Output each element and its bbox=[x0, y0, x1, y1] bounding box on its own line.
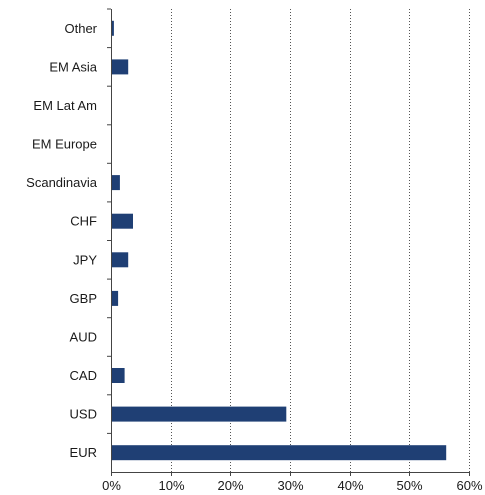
axes bbox=[107, 8, 470, 476]
bar bbox=[111, 406, 287, 422]
category-label: EM Europe bbox=[32, 137, 97, 152]
bar bbox=[111, 59, 129, 75]
x-tick-label: 20% bbox=[217, 478, 243, 493]
x-tick-label: 60% bbox=[456, 478, 482, 493]
bars bbox=[111, 20, 447, 461]
category-label: CAD bbox=[70, 368, 97, 383]
tick-labels: 0% 10% 20% 30% 40% 50% 60% bbox=[102, 478, 483, 493]
category-label: EM Lat Am bbox=[33, 98, 97, 113]
bar bbox=[111, 252, 129, 268]
bar bbox=[111, 368, 125, 383]
x-tick-label: 30% bbox=[277, 478, 303, 493]
gridlines bbox=[171, 9, 470, 472]
category-label: EM Asia bbox=[49, 59, 97, 74]
x-tick-label: 50% bbox=[396, 478, 422, 493]
category-label: JPY bbox=[73, 252, 97, 267]
category-label: EUR bbox=[70, 445, 97, 460]
category-label: GBP bbox=[70, 291, 97, 306]
category-labels: Other EM Asia EM Lat Am EM Europe Scandinavi… bbox=[26, 21, 98, 460]
category-label: CHF bbox=[70, 214, 97, 229]
bar bbox=[111, 20, 114, 36]
x-tick-label: 0% bbox=[102, 478, 121, 493]
bar bbox=[111, 445, 447, 461]
category-label: AUD bbox=[70, 330, 97, 345]
x-tick-label: 10% bbox=[158, 478, 184, 493]
bar bbox=[111, 290, 119, 306]
bar bbox=[111, 213, 133, 229]
category-label: Scandinavia bbox=[26, 175, 98, 190]
bar bbox=[111, 175, 120, 191]
category-label: Other bbox=[64, 21, 97, 36]
category-label: USD bbox=[70, 407, 97, 422]
x-tick-label: 40% bbox=[337, 478, 363, 493]
